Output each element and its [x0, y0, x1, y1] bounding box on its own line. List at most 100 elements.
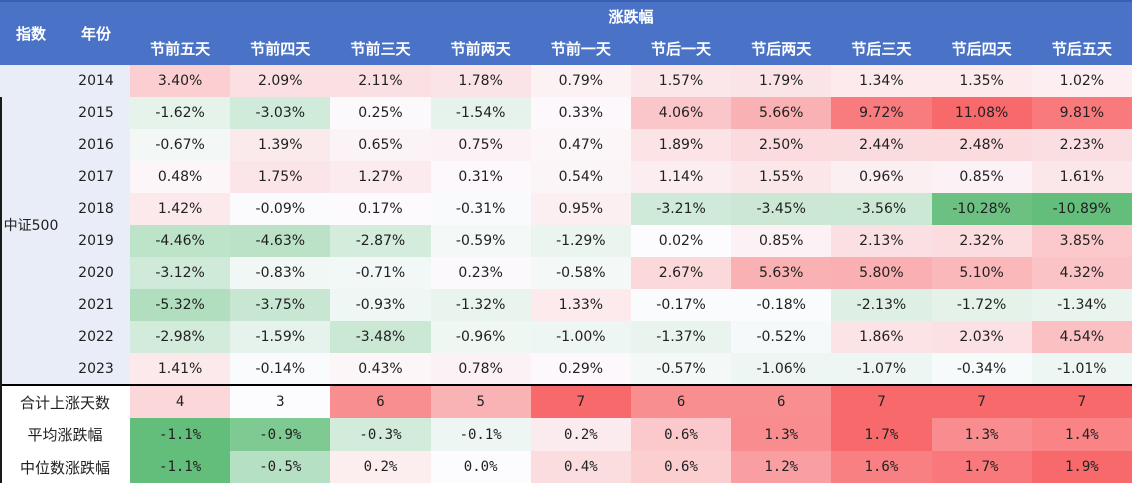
- value-cell-2023-c8: -1.07%: [831, 353, 932, 385]
- day-column-header-8: 节后三天: [831, 31, 932, 65]
- value-cell-2018-c8: -3.56%: [831, 193, 932, 225]
- value-cell-2022-c8: 1.86%: [831, 321, 932, 353]
- day-column-header-2: 节前四天: [230, 31, 331, 65]
- summary-value-3-c10: 1.9%: [1031, 451, 1132, 483]
- value-cell-2021-c7: -0.18%: [731, 289, 832, 321]
- value-cell-2023-c4: 0.78%: [430, 353, 531, 385]
- summary-value-2-c5: 0.2%: [530, 418, 631, 451]
- value-cell-2021-c3: -0.93%: [330, 289, 431, 321]
- index-name-cell: 中证500: [0, 65, 62, 385]
- summary-value-1-c9: 7: [931, 384, 1032, 418]
- year-row-2019: 2019 -4.46% -4.63% -2.87% -0.59% -1.29% 0.02% 0…: [0, 225, 1132, 257]
- year-cell-2019: 2019: [62, 225, 130, 257]
- summary-value-3-c4: 0.0%: [430, 451, 531, 483]
- value-cell-2019-c10: 3.85%: [1031, 225, 1132, 257]
- summary-value-1-c5: 7: [530, 384, 631, 418]
- value-cell-2017-c10: 1.61%: [1031, 161, 1132, 193]
- value-cell-2023-c3: 0.43%: [330, 353, 431, 385]
- summary-value-3-c2: -0.5%: [230, 451, 331, 483]
- value-cell-2021-c1: -5.32%: [130, 289, 231, 321]
- value-cell-2017-c8: 0.96%: [831, 161, 932, 193]
- value-cell-2019-c3: -2.87%: [330, 225, 431, 257]
- value-cell-2016-c10: 2.23%: [1031, 129, 1132, 161]
- value-cell-2019-c8: 2.13%: [831, 225, 932, 257]
- value-cell-2015-c3: 0.25%: [330, 97, 431, 129]
- day-column-header-6: 节后一天: [630, 31, 732, 65]
- value-cell-2022-c3: -3.48%: [330, 321, 431, 353]
- value-cell-2017-c6: 1.14%: [630, 161, 732, 193]
- value-cell-2016-c4: 0.75%: [430, 129, 531, 161]
- summary-value-1-c10: 7: [1031, 384, 1132, 418]
- value-cell-2016-c9: 2.48%: [931, 129, 1032, 161]
- year-column-header: 年份: [62, 2, 130, 65]
- value-cell-2020-c1: -3.12%: [130, 257, 231, 289]
- summary-value-3-c9: 1.7%: [931, 451, 1032, 483]
- value-cell-2019-c5: -1.29%: [530, 225, 631, 257]
- day-column-header-3: 节前三天: [330, 31, 431, 65]
- year-row-2022: 2022 -2.98% -1.59% -3.48% -0.96% -1.00% -1.37%…: [0, 321, 1132, 353]
- value-cell-2018-c5: 0.95%: [530, 193, 631, 225]
- summary-body: 合计上涨天数 4 3 6 5 7 6 6 7 7 7 平均涨跌幅 -1.1% -0.9% -0.3% -0.1…: [0, 384, 1132, 483]
- change-group-header: 涨跌幅: [130, 2, 1132, 31]
- year-row-2017: 2017 0.48% 1.75% 1.27% 0.31% 0.54% 1.14% 1.55% 0…: [0, 161, 1132, 193]
- value-cell-2015-c6: 4.06%: [630, 97, 732, 129]
- value-cell-2023-c1: 1.41%: [130, 353, 231, 385]
- value-cell-2015-c10: 9.81%: [1031, 97, 1132, 129]
- value-cell-2023-c5: 0.29%: [530, 353, 631, 385]
- value-cell-2018-c1: 1.42%: [130, 193, 231, 225]
- summary-value-3-c3: 0.2%: [330, 451, 431, 483]
- value-cell-2014-c6: 1.57%: [630, 65, 732, 97]
- yearly-data-body: 中证500 2014 3.40% 2.09% 2.11% 1.78% 0.79% 1.57% 1…: [0, 65, 1132, 385]
- value-cell-2022-c5: -1.00%: [530, 321, 631, 353]
- value-cell-2015-c2: -3.03%: [230, 97, 331, 129]
- summary-value-1-c4: 5: [430, 384, 531, 418]
- year-cell-2016: 2016: [62, 129, 130, 161]
- year-row-2014: 中证500 2014 3.40% 2.09% 2.11% 1.78% 0.79% 1.57% 1…: [0, 65, 1132, 385]
- value-cell-2020-c9: 5.10%: [931, 257, 1032, 289]
- value-cell-2015-c4: -1.54%: [430, 97, 531, 129]
- day-column-header-4: 节前两天: [430, 31, 531, 65]
- summary-value-2-c1: -1.1%: [130, 418, 231, 451]
- value-cell-2016-c6: 1.89%: [630, 129, 732, 161]
- value-cell-2014-c5: 0.79%: [530, 65, 631, 97]
- summary-value-1-c1: 4: [130, 384, 231, 418]
- year-cell-2017: 2017: [62, 161, 130, 193]
- year-row-2021: 2021 -5.32% -3.75% -0.93% -1.32% 1.33% -0.17% -…: [0, 289, 1132, 321]
- value-cell-2014-c4: 1.78%: [430, 65, 531, 97]
- value-cell-2020-c10: 4.32%: [1031, 257, 1132, 289]
- value-cell-2021-c4: -1.32%: [430, 289, 531, 321]
- summary-value-2-c9: 1.3%: [931, 418, 1032, 451]
- value-cell-2022-c10: 4.54%: [1031, 321, 1132, 353]
- value-cell-2021-c9: -1.72%: [931, 289, 1032, 321]
- value-cell-2015-c9: 11.08%: [931, 97, 1032, 129]
- value-cell-2014-c2: 2.09%: [230, 65, 331, 97]
- value-cell-2023-c10: -1.01%: [1031, 353, 1132, 385]
- summary-value-3-c1: -1.1%: [130, 451, 231, 483]
- value-cell-2016-c2: 1.39%: [230, 129, 331, 161]
- summary-value-3-c6: 0.6%: [630, 451, 732, 483]
- value-cell-2019-c7: 0.85%: [731, 225, 832, 257]
- value-cell-2020-c5: -0.58%: [530, 257, 631, 289]
- day-column-header-9: 节后四天: [931, 31, 1032, 65]
- year-row-2016: 2016 -0.67% 1.39% 0.65% 0.75% 0.47% 1.89% 2.50%…: [0, 129, 1132, 161]
- summary-value-2-c3: -0.3%: [330, 418, 431, 451]
- index-column-header: 指数: [0, 2, 62, 65]
- value-cell-2018-c9: -10.28%: [931, 193, 1032, 225]
- value-cell-2014-c10: 1.02%: [1031, 65, 1132, 97]
- value-cell-2022-c1: -2.98%: [130, 321, 231, 353]
- day-header-row: 节前五天 节前四天 节前三天 节前两天 节前一天 节后一天 节后两天 节后三天 节后四天 节后五天: [0, 31, 1132, 65]
- summary-value-2-c2: -0.9%: [230, 418, 331, 451]
- summary-value-2-c7: 1.3%: [731, 418, 832, 451]
- day-column-header-1: 节前五天: [130, 31, 231, 65]
- value-cell-2018-c4: -0.31%: [430, 193, 531, 225]
- value-cell-2018-c6: -3.21%: [630, 193, 732, 225]
- value-cell-2023-c7: -1.06%: [731, 353, 832, 385]
- value-cell-2017-c4: 0.31%: [430, 161, 531, 193]
- value-cell-2019-c6: 0.02%: [630, 225, 732, 257]
- value-cell-2020-c2: -0.83%: [230, 257, 331, 289]
- value-cell-2014-c8: 1.34%: [831, 65, 932, 97]
- year-cell-2021: 2021: [62, 289, 130, 321]
- value-cell-2014-c1: 3.40%: [130, 65, 231, 97]
